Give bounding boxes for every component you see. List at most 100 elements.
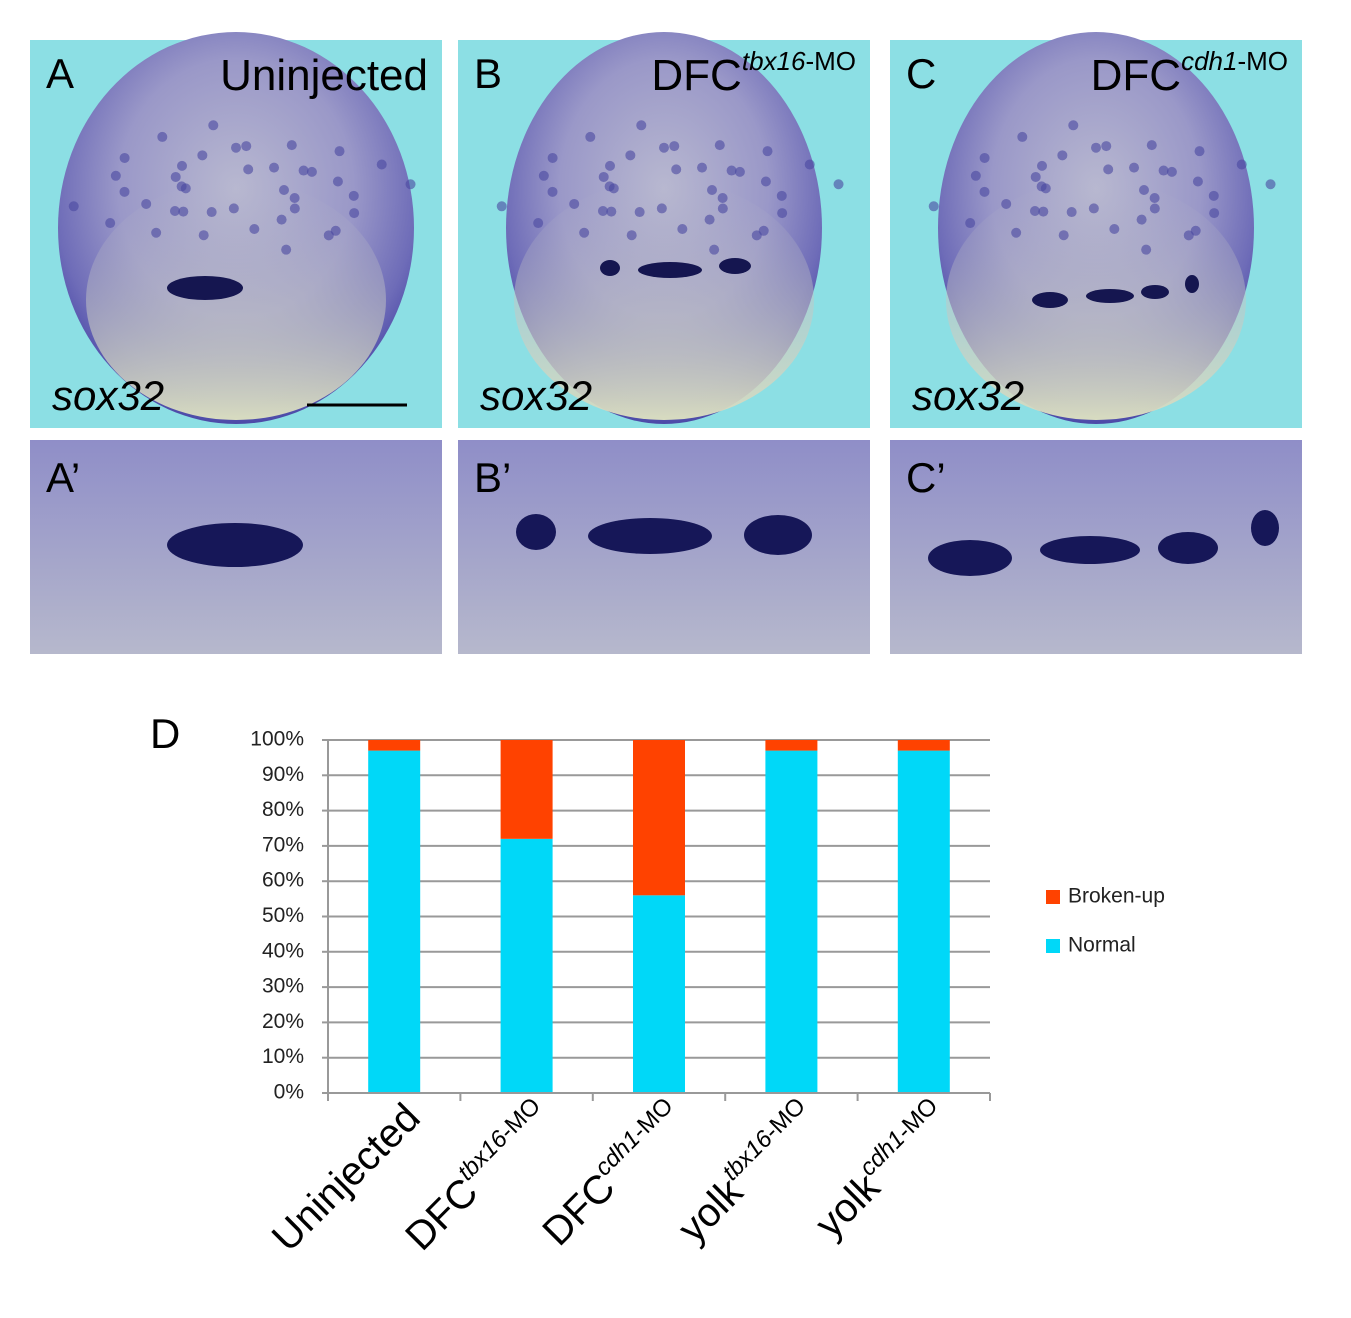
cell-dot	[585, 131, 596, 142]
cell-dot	[1208, 190, 1219, 201]
cell-dot	[141, 198, 152, 209]
cell-dot	[249, 223, 260, 234]
legend-label: Broken-up	[1068, 885, 1165, 908]
cell-dot	[625, 150, 636, 161]
cell-dot	[105, 218, 116, 229]
cell-dot	[979, 152, 990, 163]
cell-dot	[1109, 223, 1120, 234]
cell-dot	[332, 176, 343, 187]
cell-dot	[119, 152, 130, 163]
cell-dot	[569, 198, 580, 209]
bar-segment	[897, 750, 950, 1093]
cell-dot	[734, 166, 745, 177]
stain-blob	[638, 262, 702, 278]
cell-dot	[777, 208, 788, 219]
cell-dot	[1192, 176, 1203, 187]
panel-letter: C	[906, 50, 936, 97]
cell-dot	[717, 193, 728, 204]
cell-dot	[762, 146, 773, 157]
bar-segment	[500, 740, 553, 839]
cell-dot	[707, 185, 717, 195]
panel-letter: B	[474, 50, 502, 97]
cell-dot	[231, 142, 241, 153]
cell-dot	[330, 225, 341, 236]
cell-dot	[714, 140, 725, 151]
cell-dot	[804, 159, 815, 170]
cell-dot	[279, 185, 289, 195]
cell-dot	[1190, 225, 1201, 236]
cell-dot	[1088, 203, 1099, 214]
zoom-letter: C’	[906, 454, 946, 501]
stain-label: sox32	[480, 372, 592, 419]
cell-dot	[760, 176, 771, 187]
cell-dot	[634, 207, 645, 218]
cell-dot	[1129, 162, 1140, 173]
y-tick-label: 60%	[262, 869, 304, 892]
cell-dot	[928, 201, 939, 212]
cell-dot	[671, 164, 682, 175]
cell-dot	[677, 223, 688, 234]
cell-dot	[1066, 207, 1077, 218]
stain-blob	[167, 276, 243, 300]
stain-blob	[1251, 510, 1279, 546]
cell-dot	[636, 120, 647, 131]
cell-dot	[1057, 150, 1068, 161]
panel-title: DFCtbx16-MO	[651, 46, 856, 100]
cell-dot	[659, 142, 669, 153]
x-tick-label: DFCcdh1-MO	[531, 1092, 693, 1254]
cell-dot	[979, 186, 990, 197]
cell-dot	[206, 207, 217, 218]
cell-dot	[1058, 230, 1069, 241]
stain-blob	[1086, 289, 1134, 303]
cell-dot	[1194, 146, 1205, 157]
cell-dot	[289, 193, 300, 204]
bar-segment	[765, 750, 818, 1093]
cell-dot	[1103, 164, 1114, 175]
y-tick-label: 10%	[262, 1045, 304, 1068]
stain-blob	[928, 540, 1012, 576]
cell-dot	[281, 244, 292, 255]
cell-dot	[1236, 159, 1247, 170]
cell-dot	[1030, 171, 1041, 182]
bar-segment	[633, 740, 685, 896]
bar-segment	[897, 740, 950, 751]
cell-dot	[1149, 203, 1160, 214]
cell-dot	[349, 208, 360, 219]
cell-dot	[177, 160, 188, 171]
cell-dot	[1029, 205, 1040, 216]
cell-dot	[1209, 208, 1220, 219]
cell-dot	[1149, 193, 1160, 204]
stain-blob	[1032, 292, 1068, 308]
legend-swatch	[1046, 890, 1060, 904]
yolk	[514, 180, 814, 420]
panel-title: Uninjected	[220, 51, 428, 100]
cell-dot	[608, 183, 619, 194]
cell-dot	[726, 165, 737, 176]
cell-dot	[496, 201, 507, 212]
cell-dot	[1158, 165, 1169, 176]
cell-dot	[376, 159, 387, 170]
stain-blob	[744, 515, 812, 555]
x-tick-label: yolktbx16-MO	[667, 1092, 826, 1251]
stain-blob	[1185, 275, 1199, 293]
cell-dot	[169, 205, 180, 216]
cell-dot	[1038, 206, 1049, 217]
stain-blob	[167, 523, 303, 567]
bar-segment	[633, 895, 685, 1093]
cell-dot	[306, 166, 317, 177]
cell-dot	[348, 190, 359, 201]
chart-letter: D	[150, 710, 180, 757]
cell-dot	[405, 179, 416, 190]
stain-blob	[1141, 285, 1169, 299]
y-tick-label: 100%	[250, 728, 304, 751]
cell-dot	[151, 227, 162, 238]
cell-dot	[598, 171, 609, 182]
cell-dot	[178, 206, 189, 217]
stain-blob	[588, 518, 712, 554]
y-tick-label: 30%	[262, 975, 304, 998]
cell-dot	[656, 203, 667, 214]
stain-label: sox32	[52, 372, 164, 419]
yolk	[86, 180, 386, 420]
y-tick-label: 80%	[262, 798, 304, 821]
